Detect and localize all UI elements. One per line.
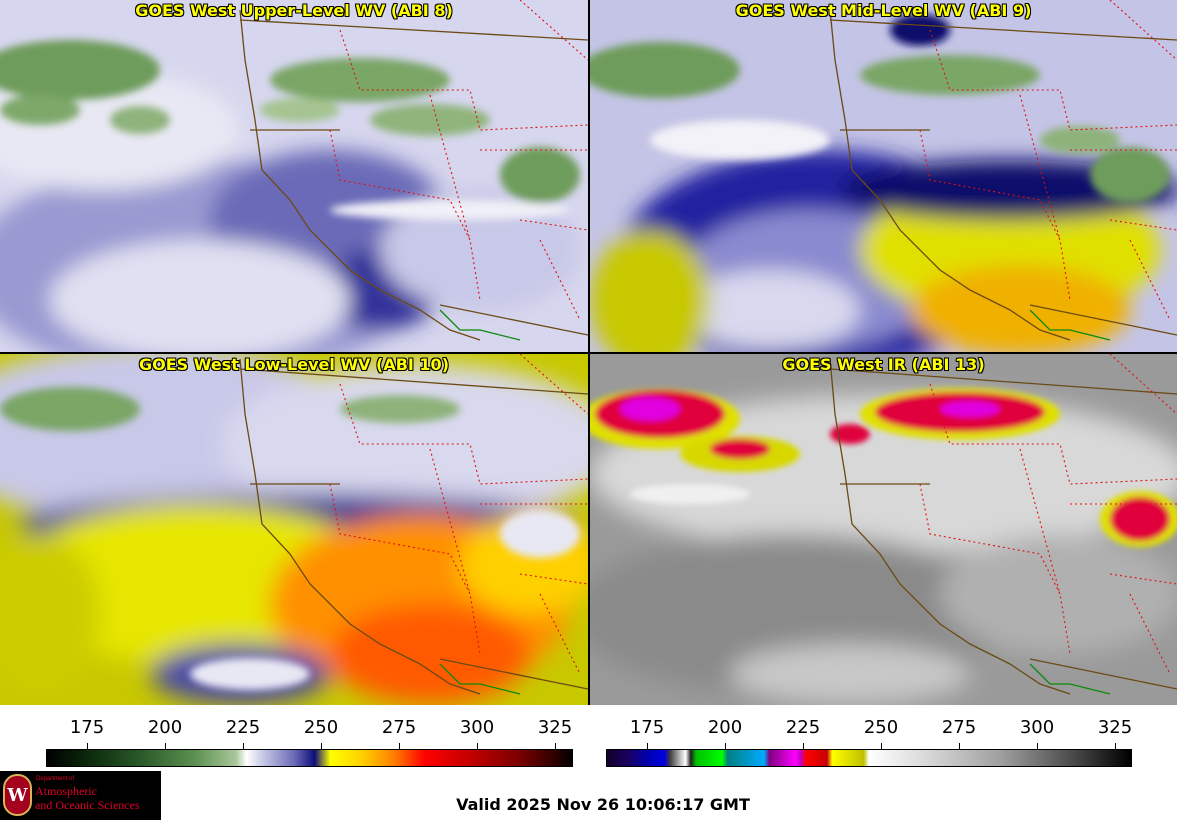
mid-level-wv-image xyxy=(590,0,1177,352)
colorbar-tick-label: 175 xyxy=(629,717,665,738)
upper-level-wv-panel: GOES West Upper-Level WV (ABI 8) xyxy=(0,0,588,352)
colorbar-tick-label: 225 xyxy=(225,717,261,738)
colorbar-tick-label: 175 xyxy=(69,717,105,738)
infrared-panel: GOES West IR (ABI 13) xyxy=(590,354,1177,705)
colorbar-tick-mark xyxy=(647,743,648,749)
mid-level-wv-title: GOES West Mid-Level WV (ABI 9) xyxy=(735,1,1032,20)
colorbar-tick-mark xyxy=(725,743,726,749)
colorbar-tick-label: 300 xyxy=(459,717,495,738)
upper-level-wv-image xyxy=(0,0,588,352)
colorbar-tick-mark xyxy=(959,743,960,749)
logo-line-2: and Oceanic Sciences xyxy=(35,798,140,812)
horizontal-divider xyxy=(0,352,1177,354)
low-level-wv-title: GOES West Low-Level WV (ABI 10) xyxy=(138,355,449,374)
upper-level-wv-title: GOES West Upper-Level WV (ABI 8) xyxy=(135,1,453,20)
uw-seal-icon: W xyxy=(3,774,32,816)
colorbar-tick-label: 200 xyxy=(707,717,743,738)
colorbar-tick-mark xyxy=(1115,743,1116,749)
colorbar-tick-mark xyxy=(881,743,882,749)
colorbar-tick-label: 225 xyxy=(785,717,821,738)
colorbar-tick-label: 275 xyxy=(941,717,977,738)
colorbar-tick-label: 250 xyxy=(863,717,899,738)
colorbar-tick-mark xyxy=(321,743,322,749)
seal-letter: W xyxy=(7,785,28,806)
mid-level-wv-panel: GOES West Mid-Level WV (ABI 9) xyxy=(590,0,1177,352)
aos-logo: W Department of Atmospheric and Oceanic … xyxy=(0,771,161,820)
colorbar-tick-mark xyxy=(243,743,244,749)
colorbar-tick-label: 250 xyxy=(303,717,339,738)
infrared-title: GOES West IR (ABI 13) xyxy=(782,355,985,374)
colorbar-tick-mark xyxy=(87,743,88,749)
colorbar-tick-mark xyxy=(399,743,400,749)
colorbar-tick-label: 275 xyxy=(381,717,417,738)
colorbar-tick-mark xyxy=(803,743,804,749)
low-level-wv-image xyxy=(0,354,588,705)
colorbar-tick-label: 200 xyxy=(147,717,183,738)
colorbar-tick-mark xyxy=(477,743,478,749)
colorbar-tick-label: 300 xyxy=(1019,717,1055,738)
infrared-colorbar-gradient xyxy=(606,749,1132,767)
infrared-colorbar-ticks: 175 200 225 250 275 300 325 xyxy=(606,713,1133,738)
valid-time: Valid 2025 Nov 26 10:06:17 GMT xyxy=(456,795,750,814)
logo-dept: Department of xyxy=(36,776,75,782)
colorbar-tick-label: 325 xyxy=(1097,717,1133,738)
water-vapor-colorbar-gradient xyxy=(46,749,573,767)
colorbar-tick-mark xyxy=(555,743,556,749)
colorbar-tick-mark xyxy=(1037,743,1038,749)
low-level-wv-panel: GOES West Low-Level WV (ABI 10) xyxy=(0,354,588,705)
logo-line-1: Atmospheric xyxy=(35,784,97,798)
infrared-image xyxy=(590,354,1177,705)
colorbar-tick-mark xyxy=(165,743,166,749)
water-vapor-colorbar: 175 200 225 250 275 300 325 xyxy=(46,713,573,773)
water-vapor-colorbar-ticks: 175 200 225 250 275 300 325 xyxy=(46,713,573,738)
infrared-colorbar: 175 200 225 250 275 300 325 xyxy=(606,713,1132,773)
colorbar-tick-label: 325 xyxy=(537,717,573,738)
